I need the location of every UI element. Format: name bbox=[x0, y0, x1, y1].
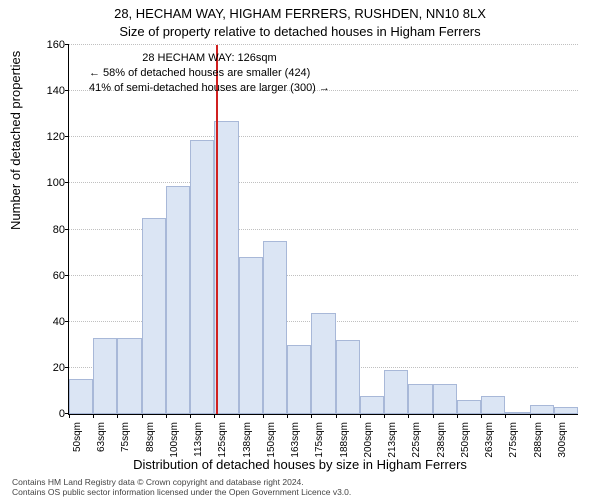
gridline bbox=[69, 44, 578, 45]
ytick-mark bbox=[65, 321, 69, 322]
xtick-mark bbox=[433, 414, 434, 418]
ytick-mark bbox=[65, 275, 69, 276]
xtick-label: 300sqm bbox=[557, 422, 568, 462]
gridline bbox=[69, 136, 578, 137]
chart-footnote: Contains HM Land Registry data © Crown c… bbox=[12, 478, 351, 498]
xtick-label: 200sqm bbox=[363, 422, 374, 462]
xtick-mark bbox=[360, 414, 361, 418]
xtick-label: 113sqm bbox=[193, 422, 204, 462]
xtick-label: 100sqm bbox=[169, 422, 180, 462]
ytick-label: 20 bbox=[37, 362, 65, 374]
xtick-mark bbox=[214, 414, 215, 418]
xtick-mark bbox=[190, 414, 191, 418]
xtick-label: 150sqm bbox=[266, 422, 277, 462]
xtick-mark bbox=[287, 414, 288, 418]
chart-plot-area: 28 HECHAM WAY: 126sqm ← 58% of detached … bbox=[68, 45, 578, 415]
ytick-label: 120 bbox=[37, 131, 65, 143]
xtick-label: 188sqm bbox=[339, 422, 350, 462]
xtick-label: 50sqm bbox=[72, 422, 83, 462]
histogram-bar bbox=[93, 338, 117, 414]
annot-line2: ← 58% of detached houses are smaller (42… bbox=[89, 66, 330, 81]
xtick-mark bbox=[166, 414, 167, 418]
histogram-bar bbox=[481, 396, 505, 414]
histogram-bar bbox=[505, 412, 529, 414]
histogram-bar bbox=[457, 400, 481, 414]
xtick-label: 125sqm bbox=[217, 422, 228, 462]
xtick-label: 163sqm bbox=[290, 422, 301, 462]
xtick-label: 288sqm bbox=[533, 422, 544, 462]
y-axis-label: Number of detached properties bbox=[8, 51, 23, 230]
xtick-mark bbox=[408, 414, 409, 418]
histogram-bar bbox=[69, 379, 93, 414]
xtick-mark bbox=[336, 414, 337, 418]
ytick-label: 100 bbox=[37, 177, 65, 189]
xtick-label: 75sqm bbox=[120, 422, 131, 462]
ytick-mark bbox=[65, 44, 69, 45]
ytick-mark bbox=[65, 182, 69, 183]
xtick-mark bbox=[505, 414, 506, 418]
footnote-line2: Contains OS public sector information li… bbox=[12, 488, 351, 498]
annot-line1: 28 HECHAM WAY: 126sqm bbox=[89, 51, 330, 66]
gridline bbox=[69, 182, 578, 183]
xtick-mark bbox=[481, 414, 482, 418]
histogram-bar bbox=[433, 384, 457, 414]
xtick-mark bbox=[93, 414, 94, 418]
xtick-mark bbox=[239, 414, 240, 418]
histogram-bar bbox=[311, 313, 335, 414]
xtick-label: 275sqm bbox=[508, 422, 519, 462]
histogram-bar bbox=[190, 140, 214, 414]
histogram-bar bbox=[530, 405, 554, 414]
ytick-mark bbox=[65, 229, 69, 230]
xtick-mark bbox=[530, 414, 531, 418]
histogram-bar bbox=[384, 370, 408, 414]
ytick-mark bbox=[65, 367, 69, 368]
histogram-bar bbox=[336, 340, 360, 414]
histogram-bar bbox=[142, 218, 166, 414]
ytick-label: 160 bbox=[37, 39, 65, 51]
xtick-mark bbox=[457, 414, 458, 418]
histogram-bar bbox=[263, 241, 287, 414]
histogram-bar bbox=[360, 396, 384, 414]
annot-line3: 41% of semi-detached houses are larger (… bbox=[89, 81, 330, 96]
xtick-label: 238sqm bbox=[436, 422, 447, 462]
ytick-label: 0 bbox=[37, 408, 65, 420]
xtick-label: 88sqm bbox=[145, 422, 156, 462]
xtick-label: 250sqm bbox=[460, 422, 471, 462]
xtick-mark bbox=[311, 414, 312, 418]
xtick-label: 263sqm bbox=[484, 422, 495, 462]
histogram-bar bbox=[166, 186, 190, 414]
histogram-bar bbox=[408, 384, 432, 414]
xtick-mark bbox=[142, 414, 143, 418]
ytick-label: 140 bbox=[37, 85, 65, 97]
reference-annotation: 28 HECHAM WAY: 126sqm ← 58% of detached … bbox=[89, 51, 330, 96]
ytick-label: 80 bbox=[37, 224, 65, 236]
xtick-mark bbox=[117, 414, 118, 418]
xtick-mark bbox=[263, 414, 264, 418]
reference-line bbox=[216, 45, 218, 414]
xtick-label: 225sqm bbox=[411, 422, 422, 462]
xtick-label: 63sqm bbox=[96, 422, 107, 462]
chart-title-address: 28, HECHAM WAY, HIGHAM FERRERS, RUSHDEN,… bbox=[0, 6, 600, 21]
ytick-mark bbox=[65, 136, 69, 137]
xtick-label: 175sqm bbox=[314, 422, 325, 462]
xtick-mark bbox=[554, 414, 555, 418]
chart-subtitle: Size of property relative to detached ho… bbox=[0, 24, 600, 39]
histogram-bar bbox=[117, 338, 141, 414]
histogram-bar bbox=[554, 407, 578, 414]
histogram-bar bbox=[239, 257, 263, 414]
xtick-mark bbox=[384, 414, 385, 418]
ytick-label: 40 bbox=[37, 316, 65, 328]
xtick-label: 213sqm bbox=[387, 422, 398, 462]
xtick-label: 138sqm bbox=[242, 422, 253, 462]
xtick-mark bbox=[69, 414, 70, 418]
ytick-label: 60 bbox=[37, 270, 65, 282]
ytick-mark bbox=[65, 90, 69, 91]
histogram-bar bbox=[287, 345, 311, 414]
